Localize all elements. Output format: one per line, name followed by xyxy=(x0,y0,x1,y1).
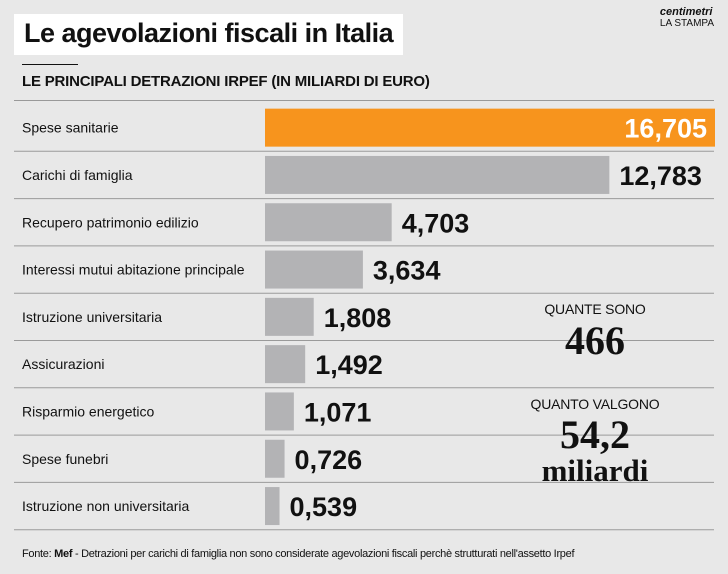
page-title: Le agevolazioni fiscali in Italia xyxy=(24,18,394,48)
logo: centimetri LA STAMPA xyxy=(660,6,714,30)
bar xyxy=(265,297,314,336)
total-label: QUANTO VALGONO xyxy=(530,396,660,412)
bar xyxy=(265,345,306,384)
source-text: - Detrazioni per carichi di famiglia non… xyxy=(72,548,575,560)
source-name: Mef xyxy=(54,548,73,560)
logo-line-2: LA STAMPA xyxy=(659,18,714,29)
value-label: 1,492 xyxy=(315,350,383,380)
source-prefix: Fonte: xyxy=(22,548,55,560)
source-note: Fonte: Mef - Detrazioni per carichi di f… xyxy=(22,548,575,560)
value-label: 3,634 xyxy=(373,256,441,286)
bar xyxy=(265,203,392,242)
value-label: 0,539 xyxy=(290,492,358,522)
value-label: 1,071 xyxy=(304,397,372,427)
category-label: Risparmio energetico xyxy=(22,403,154,419)
subtitle-rule xyxy=(22,64,78,65)
total-unit: miliardi xyxy=(541,453,649,488)
total-stat: QUANTO VALGONO 54,2 miliardi xyxy=(508,396,682,487)
value-label: 12,783 xyxy=(619,161,702,191)
logo-line-1: centimetri xyxy=(659,6,713,18)
category-label: Recupero patrimonio edilizio xyxy=(22,214,199,230)
category-label: Carichi di famiglia xyxy=(22,167,133,183)
value-label: 1,808 xyxy=(324,303,392,333)
value-label: 0,726 xyxy=(295,445,363,475)
chart-top-line xyxy=(14,100,714,101)
value-label: 4,703 xyxy=(402,208,470,238)
category-label: Interessi mutui abitazione principale xyxy=(22,262,245,278)
total-value: 54,2 xyxy=(560,412,630,457)
count-value: 466 xyxy=(565,318,625,363)
category-label: Istruzione universitaria xyxy=(22,309,162,325)
category-label: Spese funebri xyxy=(22,451,108,467)
count-stat: QUANTE SONO 466 xyxy=(520,301,670,361)
category-label: Spese sanitarie xyxy=(22,120,119,136)
bar xyxy=(265,487,280,526)
category-label: Assicurazioni xyxy=(22,356,104,372)
bar xyxy=(265,439,285,478)
bar xyxy=(265,392,294,431)
title-box: Le agevolazioni fiscali in Italia xyxy=(14,14,404,55)
bar xyxy=(265,155,610,194)
value-label: 16,705 xyxy=(624,114,707,144)
count-label: QUANTE SONO xyxy=(544,301,646,317)
bar xyxy=(265,250,363,289)
bar xyxy=(265,108,715,147)
category-label: Istruzione non universitaria xyxy=(22,498,190,514)
chart-subtitle: LE PRINCIPALI DETRAZIONI IRPEF (IN MILIA… xyxy=(22,73,430,90)
